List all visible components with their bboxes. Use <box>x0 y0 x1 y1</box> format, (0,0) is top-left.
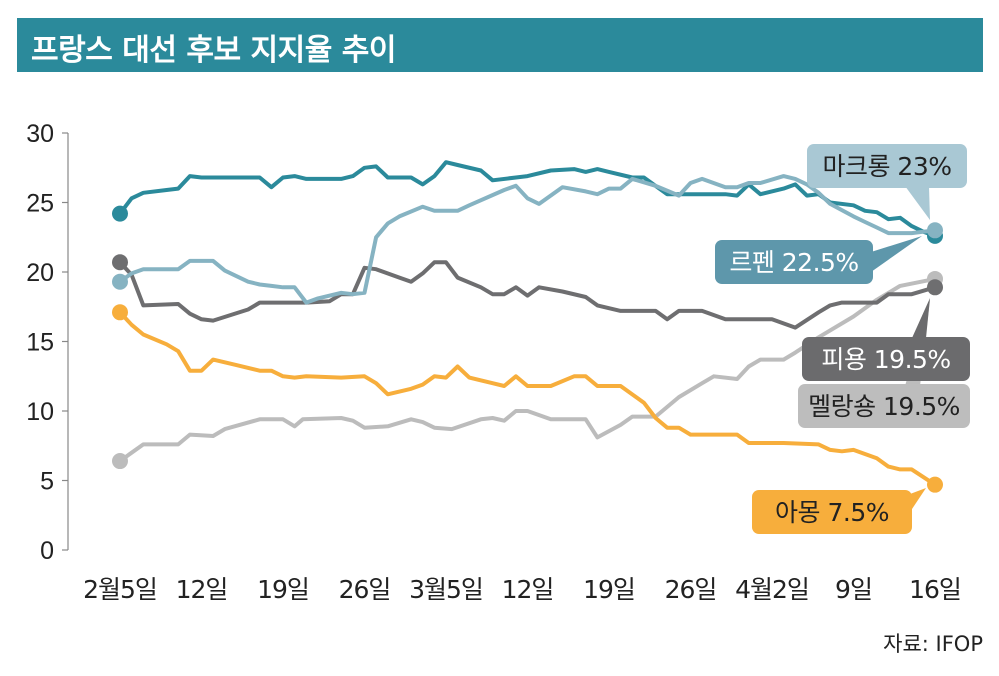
series-start-marker <box>112 254 128 271</box>
x-tick-label: 12일 <box>176 575 228 604</box>
x-tick-label: 4월2일 <box>735 575 809 604</box>
x-tick-label: 26일 <box>339 575 391 604</box>
title-bar: 프랑스 대선 후보 지지율 추이 <box>17 18 983 72</box>
y-tick-label: 20 <box>26 259 54 287</box>
series-start-marker <box>112 273 128 290</box>
x-tick-label: 2월5일 <box>83 575 157 604</box>
series-start-marker <box>112 205 128 222</box>
callout-box-피용 <box>802 337 970 381</box>
series-line-아몽 <box>118 310 937 487</box>
y-tick-label: 25 <box>26 190 54 218</box>
x-tick-label: 3월5일 <box>409 575 483 604</box>
series-end-marker <box>927 222 943 239</box>
series-label-르펜: 르펜 22.5% <box>729 248 858 277</box>
series-label-마크롱: 마크롱 23% <box>822 152 951 181</box>
series-line-마크롱 <box>118 174 937 305</box>
x-tick-label: 26일 <box>665 575 717 604</box>
callout-box-마크롱 <box>807 144 967 188</box>
y-tick-label: 5 <box>40 468 54 496</box>
callout-box-아몽 <box>752 490 912 534</box>
series-start-marker <box>112 453 128 470</box>
callout-pointer <box>905 186 930 220</box>
callout-pointer <box>912 298 930 338</box>
y-tick-label: 30 <box>26 120 54 148</box>
callout-box-멜랑숑 <box>798 384 970 428</box>
series-line-피용 <box>118 260 937 330</box>
y-tick-label: 10 <box>26 398 54 426</box>
callout-box-르펜 <box>715 240 873 284</box>
series-label-아몽: 아몽 7.5% <box>775 498 889 527</box>
series-end-marker <box>927 279 943 296</box>
series-line-멜랑숑 <box>118 276 937 463</box>
x-tick-label: 9일 <box>835 575 872 604</box>
callout-pointer <box>910 488 926 512</box>
x-tick-label: 16일 <box>909 575 961 604</box>
chart-title: 프랑스 대선 후보 지지율 추이 <box>31 33 396 68</box>
y-tick-label: 0 <box>40 537 54 565</box>
x-tick-label: 19일 <box>583 575 635 604</box>
x-tick-label: 12일 <box>502 575 554 604</box>
series-label-멜랑숑: 멜랑숑 19.5% <box>808 392 960 421</box>
series-start-marker <box>112 304 128 321</box>
x-tick-label: 19일 <box>257 575 309 604</box>
callout-pointer <box>871 236 922 272</box>
y-tick-label: 15 <box>26 329 54 357</box>
series-end-marker <box>927 476 943 493</box>
source-note: 자료: IFOP <box>883 632 983 656</box>
series-label-피용: 피용 19.5% <box>821 345 950 374</box>
